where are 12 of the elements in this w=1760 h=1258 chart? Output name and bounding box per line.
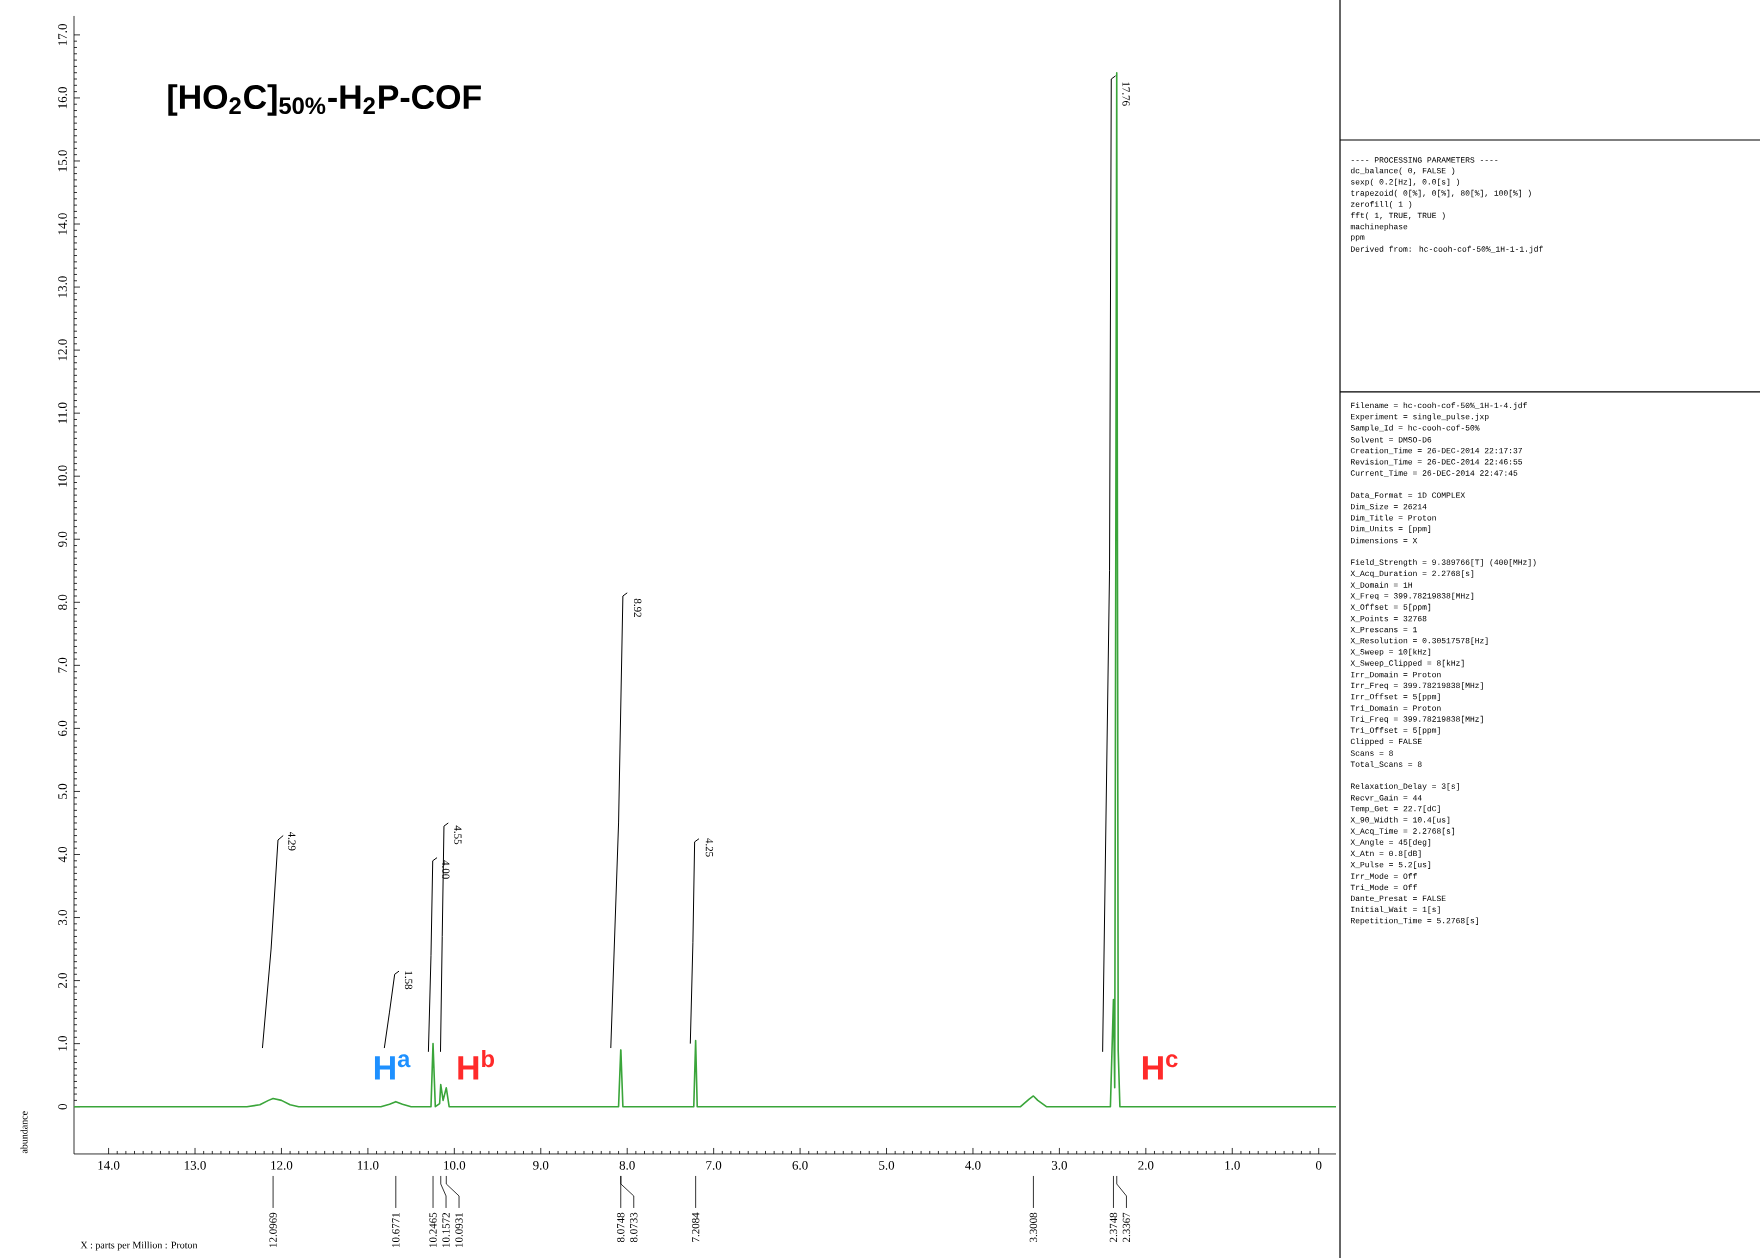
line-series xyxy=(440,822,449,1053)
annotation: H$^{c}$ xyxy=(1142,1054,1178,1080)
text: [HO$_{2}$C]$_{50%}$-H$_{2}$P-COF xyxy=(168,84,481,116)
line-series xyxy=(689,838,700,1045)
line-series xyxy=(261,835,284,1049)
line-series xyxy=(427,857,438,1053)
line-series xyxy=(610,592,628,1049)
annotation: H$^{a}$ xyxy=(374,1054,411,1080)
line-series xyxy=(383,970,400,1049)
annotation: H$^{b}$ xyxy=(458,1049,495,1080)
line-series xyxy=(1102,75,1117,1053)
line-series xyxy=(73,71,1337,1108)
